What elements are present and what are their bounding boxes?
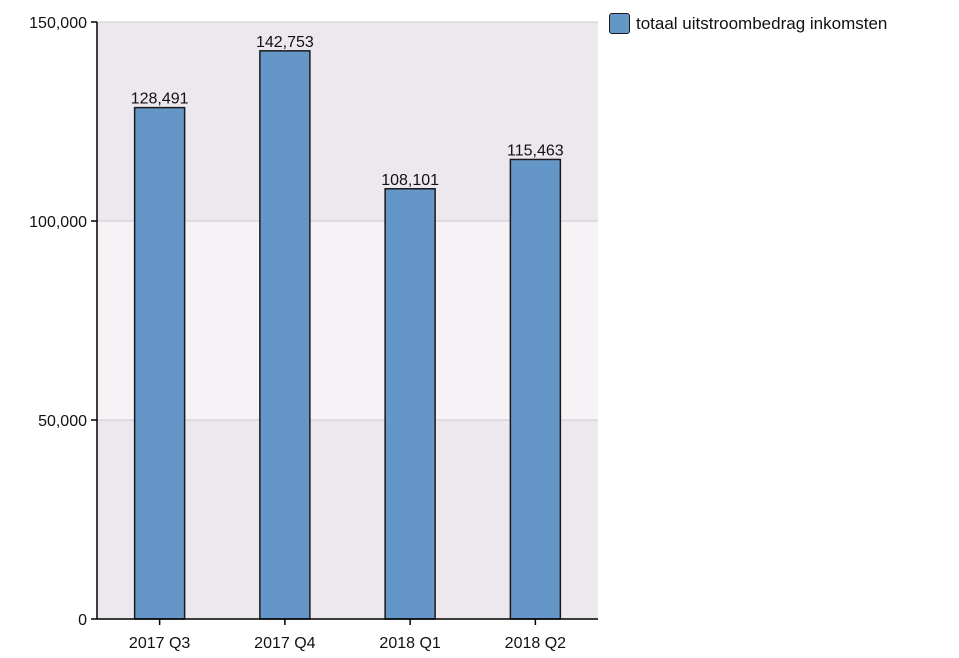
bar	[384, 188, 436, 620]
data-labels: 128,491 142,753 108,101 115,463	[131, 34, 564, 189]
bar	[133, 106, 186, 620]
x-axis-ticks: 2017 Q3 2017 Q4 2018 Q1 2018 Q2	[129, 619, 566, 652]
bar	[509, 158, 562, 620]
data-label: 108,101	[381, 172, 439, 189]
data-label: 115,463	[507, 142, 564, 159]
x-tick-label: 2018 Q2	[505, 635, 566, 652]
axes	[96, 22, 598, 620]
bar	[259, 50, 311, 620]
data-label: 142,753	[256, 34, 314, 51]
legend-label: totaal uitstroombedrag inkomsten	[636, 13, 888, 33]
y-axis-ticks: 0 50,000 100,000 150,000	[29, 15, 97, 629]
bars	[133, 50, 562, 620]
y-tick-label: 100,000	[29, 214, 87, 231]
y-tick-label: 150,000	[29, 15, 87, 32]
y-tick-label: 50,000	[38, 413, 87, 430]
x-tick-label: 2018 Q1	[379, 635, 440, 652]
legend-swatch	[609, 13, 630, 34]
data-label: 128,491	[131, 91, 189, 108]
y-tick-label: 0	[78, 612, 87, 629]
x-tick-label: 2017 Q4	[254, 635, 315, 652]
legend: totaal uitstroombedrag inkomsten	[609, 13, 887, 34]
x-tick-label: 2017 Q3	[129, 635, 190, 652]
